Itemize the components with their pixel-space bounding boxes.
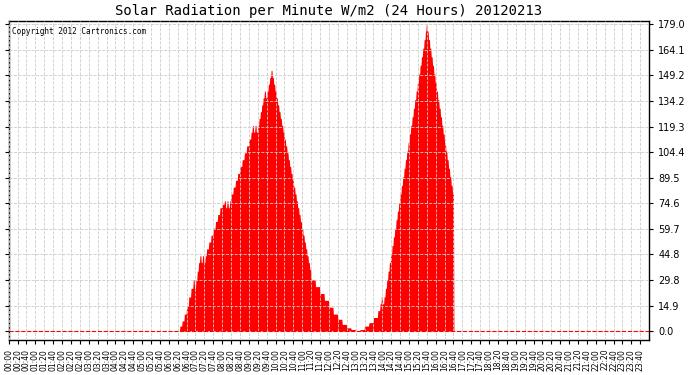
Title: Solar Radiation per Minute W/m2 (24 Hours) 20120213: Solar Radiation per Minute W/m2 (24 Hour… [115,4,542,18]
Text: Copyright 2012 Cartronics.com: Copyright 2012 Cartronics.com [12,27,146,36]
